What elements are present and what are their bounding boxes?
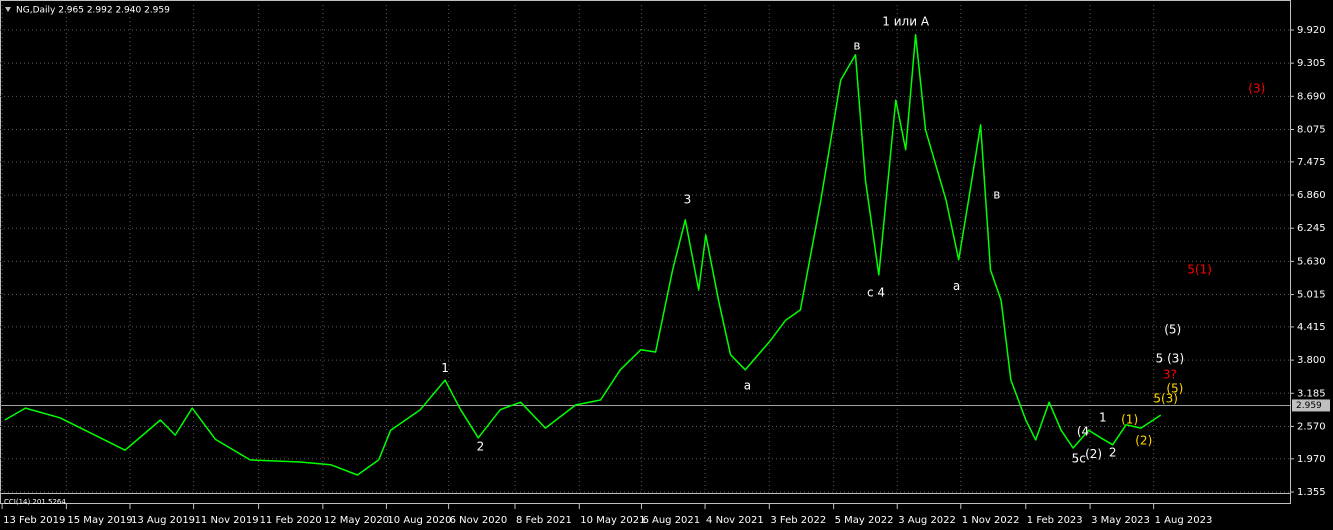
indicator-label: CCI(14) 201.5264 xyxy=(4,498,66,506)
y-tick-label: 3.185 xyxy=(1297,388,1326,399)
x-tick-label: 13 Feb 2019 xyxy=(3,515,65,526)
y-tick-label: 7.475 xyxy=(1297,157,1326,168)
wave-label: (3) xyxy=(1248,81,1265,95)
chart-title: NG,Daily 2.965 2.992 2.940 2.959 xyxy=(16,6,170,16)
x-tick-label: 4 Nov 2021 xyxy=(706,515,764,526)
symbol-icon xyxy=(5,7,11,12)
x-tick-label: 1 Feb 2023 xyxy=(1027,515,1083,526)
x-tick-label: 13 Aug 2019 xyxy=(131,515,195,526)
wave-label: а xyxy=(953,279,960,293)
plot-frame xyxy=(0,0,1291,504)
y-tick-label: 4.415 xyxy=(1297,322,1326,333)
y-tick-label: 2.570 xyxy=(1297,421,1326,432)
y-tick-label: 1.970 xyxy=(1297,454,1326,465)
y-tick-label: 8.690 xyxy=(1297,91,1326,102)
wave-label: (2) xyxy=(1135,434,1152,448)
y-tick-label: 5.630 xyxy=(1297,256,1326,267)
y-tick-label: 9.305 xyxy=(1297,58,1326,69)
x-tick-label: 10 May 2021 xyxy=(580,515,645,526)
x-tick-label: 11 Nov 2019 xyxy=(195,515,259,526)
wave-label: (5) xyxy=(1164,322,1181,336)
x-tick-label: 3 Aug 2022 xyxy=(898,515,956,526)
y-tick-label: 5.015 xyxy=(1297,290,1326,301)
wave-label: (1) xyxy=(1121,412,1138,426)
wave-label: 5(3) xyxy=(1153,391,1178,405)
y-tick-label: 9.920 xyxy=(1297,25,1326,36)
y-tick-label: 6.245 xyxy=(1297,223,1326,234)
x-tick-label: 1 Nov 2022 xyxy=(962,515,1020,526)
wave-label: 3 xyxy=(684,192,692,206)
wave-label: в xyxy=(993,188,1000,202)
y-tick-label: 6.860 xyxy=(1297,190,1326,201)
current-price-box xyxy=(1292,399,1330,412)
wave-label: 1 или A xyxy=(882,14,930,28)
wave-label: а xyxy=(744,378,751,392)
wave-label: 2 xyxy=(1109,445,1117,459)
wave-label: 1 xyxy=(1099,410,1107,424)
price-line xyxy=(4,34,1162,476)
wave-label: 5c xyxy=(1072,451,1086,465)
x-tick-label: 3 May 2023 xyxy=(1091,515,1150,526)
wave-label: в xyxy=(853,39,860,53)
x-tick-label: 3 Feb 2022 xyxy=(770,515,826,526)
x-tick-label: 5 May 2022 xyxy=(835,515,894,526)
wave-label: 2 xyxy=(477,439,485,453)
x-tick-label: 11 Feb 2020 xyxy=(260,515,322,526)
x-tick-label: 6 Aug 2021 xyxy=(642,515,700,526)
wave-label: (5) xyxy=(1166,382,1183,396)
current-price-label: 2.959 xyxy=(1296,401,1322,411)
wave-label: 3? xyxy=(1163,368,1177,382)
x-tick-label: 10 Aug 2020 xyxy=(387,515,451,526)
wave-label: с 4 xyxy=(867,286,885,300)
wave-label: 1 xyxy=(441,361,449,375)
wave-label: (2) xyxy=(1085,447,1102,461)
y-tick-label: 8.075 xyxy=(1297,124,1326,135)
x-tick-label: 8 Feb 2021 xyxy=(516,515,572,526)
x-tick-label: 1 Aug 2023 xyxy=(1155,515,1213,526)
y-tick-label: 3.800 xyxy=(1297,355,1326,366)
x-tick-label: 15 May 2019 xyxy=(67,515,132,526)
wave-label: (4 xyxy=(1077,424,1089,438)
x-tick-label: 6 Nov 2020 xyxy=(450,515,508,526)
wave-label: 5 (3) xyxy=(1156,352,1184,366)
x-tick-label: 12 May 2020 xyxy=(324,515,389,526)
wave-label: 5(1) xyxy=(1187,263,1212,277)
y-tick-label: 1.355 xyxy=(1297,487,1326,498)
